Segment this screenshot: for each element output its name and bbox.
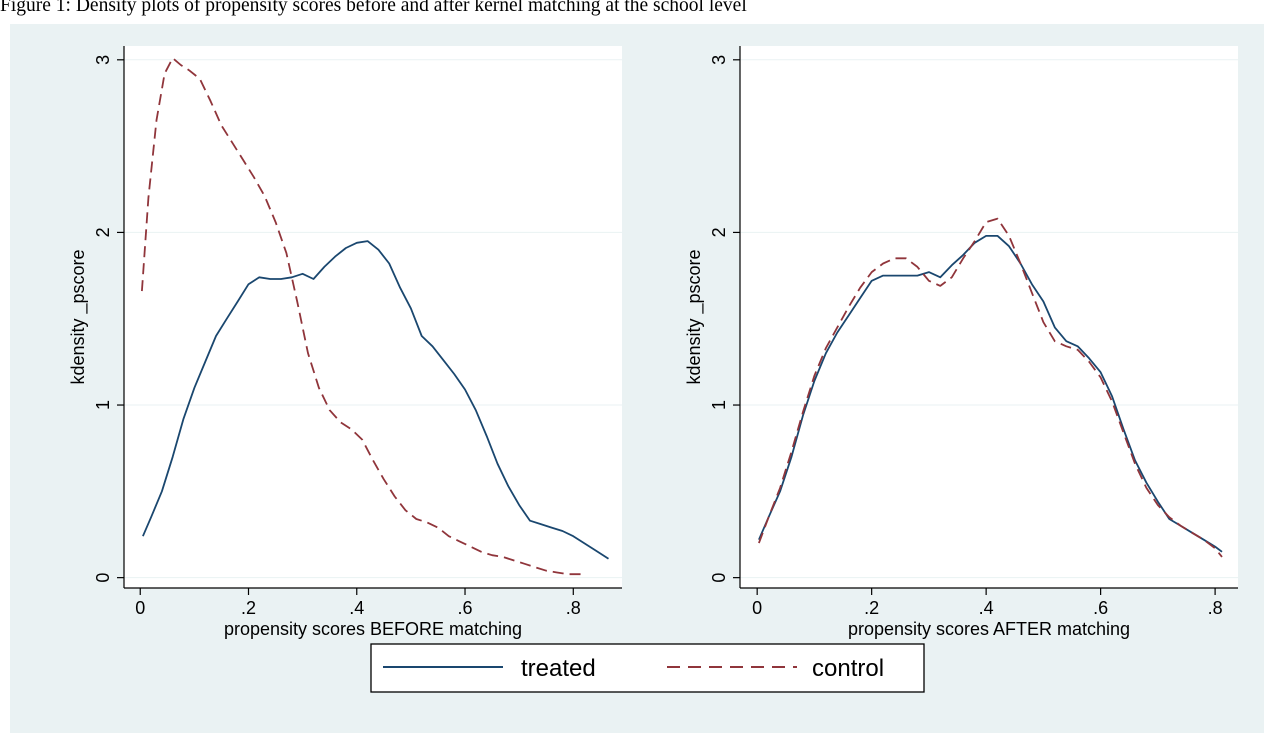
- right-x-tick-label-1: .2: [864, 598, 879, 618]
- right-plot-area: [740, 46, 1238, 588]
- left-chart: 0 1 2 3 0 .2 .4 .6 .8 propensity scores BEFORE ma…: [68, 46, 622, 639]
- left-y-tick-label-0: 0: [93, 573, 113, 583]
- legend-label-control: control: [812, 655, 884, 682]
- left-y-tick-label-2: 2: [93, 227, 113, 237]
- right-y-tick-label-0: 0: [709, 573, 729, 583]
- left-x-tick-label-1: .2: [241, 598, 256, 618]
- right-y-tick-label-1: 1: [709, 400, 729, 410]
- left-x-axis-title: propensity scores BEFORE matching: [224, 619, 522, 639]
- right-y-tick-label-2: 2: [709, 227, 729, 237]
- left-y-tick-label-1: 1: [93, 400, 113, 410]
- right-x-tick-label-3: .6: [1093, 598, 1108, 618]
- right-chart: 0 1 2 3 0 .2 .4 .6 .8 propensity scores AFTER mat…: [684, 46, 1238, 639]
- left-x-tick-label-0: 0: [135, 598, 145, 618]
- right-y-tick-label-3: 3: [709, 55, 729, 65]
- legend: treated control: [370, 643, 925, 693]
- right-series-treated: [758, 234, 1223, 553]
- right-series-control: [758, 217, 1223, 558]
- left-x-tick-label-4: .8: [566, 598, 581, 618]
- right-x-tick-label-0: 0: [752, 598, 762, 618]
- right-x-axis-title: propensity scores AFTER matching: [848, 619, 1130, 639]
- figure-caption: Figure 1: Density plots of propensity sc…: [0, 0, 747, 16]
- right-y-axis-title: kdensity _pscore: [684, 249, 705, 384]
- left-y-tick-label-3: 3: [93, 55, 113, 65]
- left-x-tick-label-2: .4: [349, 598, 364, 618]
- left-x-tick-label-3: .6: [458, 598, 473, 618]
- left-y-axis-title: kdensity _pscore: [68, 249, 89, 384]
- left-series-treated: [142, 240, 609, 560]
- right-x-tick-label-4: .8: [1208, 598, 1223, 618]
- left-plot-area: [124, 46, 622, 588]
- legend-label-treated: treated: [521, 655, 596, 682]
- right-x-tick-label-2: .4: [979, 598, 994, 618]
